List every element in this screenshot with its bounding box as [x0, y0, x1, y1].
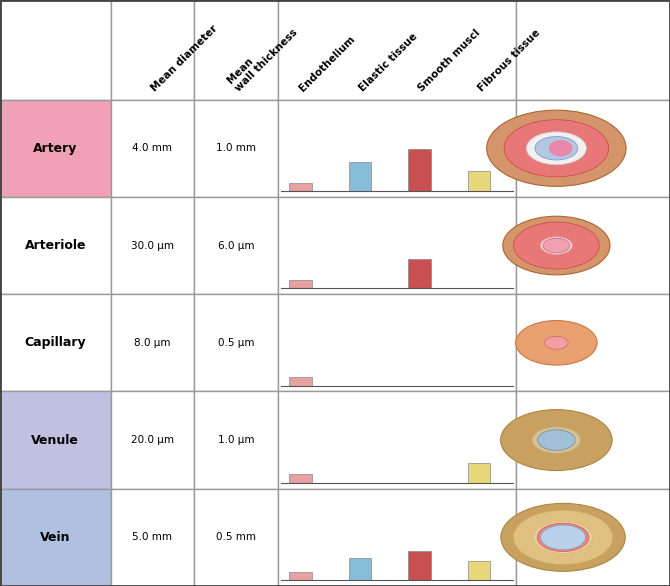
- Ellipse shape: [541, 525, 586, 550]
- Bar: [111, 294, 194, 391]
- Bar: [111, 100, 194, 197]
- Bar: [516, 489, 670, 586]
- Bar: [289, 183, 312, 191]
- Bar: [0, 0, 111, 100]
- Ellipse shape: [501, 503, 625, 571]
- Ellipse shape: [537, 430, 575, 450]
- Bar: [408, 149, 431, 191]
- Ellipse shape: [537, 523, 589, 551]
- Ellipse shape: [540, 237, 572, 254]
- Bar: [516, 294, 670, 391]
- Ellipse shape: [534, 522, 592, 553]
- Bar: [0, 294, 111, 391]
- Text: 4.0 mm: 4.0 mm: [133, 143, 172, 154]
- Bar: [194, 294, 278, 391]
- Bar: [194, 197, 278, 294]
- Text: 1.0 μm: 1.0 μm: [218, 435, 255, 445]
- Bar: [0, 197, 111, 294]
- Text: 30.0 μm: 30.0 μm: [131, 240, 174, 251]
- Bar: [468, 561, 490, 580]
- Bar: [0, 489, 111, 586]
- Text: Fibrous tissue: Fibrous tissue: [476, 28, 542, 94]
- Bar: [278, 391, 516, 489]
- Ellipse shape: [532, 427, 581, 454]
- Text: 5.0 mm: 5.0 mm: [133, 532, 172, 543]
- Bar: [289, 475, 312, 483]
- Text: Venule: Venule: [31, 434, 79, 447]
- Ellipse shape: [516, 321, 597, 365]
- Text: Artery: Artery: [33, 142, 78, 155]
- Text: 6.0 μm: 6.0 μm: [218, 240, 255, 251]
- Text: 0.5 μm: 0.5 μm: [218, 338, 255, 348]
- Bar: [278, 294, 516, 391]
- Bar: [278, 197, 516, 294]
- Bar: [111, 197, 194, 294]
- Bar: [194, 100, 278, 197]
- Text: Endothelium: Endothelium: [297, 34, 357, 94]
- Bar: [194, 489, 278, 586]
- Ellipse shape: [500, 410, 612, 471]
- Bar: [111, 489, 194, 586]
- Text: Elastic tissue: Elastic tissue: [357, 32, 419, 94]
- Text: 8.0 μm: 8.0 μm: [134, 338, 171, 348]
- Bar: [516, 197, 670, 294]
- Bar: [194, 391, 278, 489]
- Text: 1.0 mm: 1.0 mm: [216, 143, 256, 154]
- Ellipse shape: [513, 510, 613, 564]
- Ellipse shape: [535, 137, 578, 160]
- Bar: [349, 162, 371, 191]
- Bar: [468, 464, 490, 483]
- Ellipse shape: [527, 132, 586, 165]
- Text: Mean
wall thickness: Mean wall thickness: [225, 19, 299, 94]
- Bar: [408, 551, 431, 580]
- Ellipse shape: [502, 216, 610, 275]
- Text: 20.0 μm: 20.0 μm: [131, 435, 174, 445]
- Bar: [111, 391, 194, 489]
- Ellipse shape: [549, 140, 572, 156]
- Bar: [111, 0, 194, 100]
- Bar: [289, 280, 312, 288]
- Bar: [278, 100, 516, 197]
- Bar: [516, 100, 670, 197]
- Bar: [194, 0, 278, 100]
- Ellipse shape: [543, 239, 570, 253]
- Bar: [516, 0, 670, 100]
- Ellipse shape: [545, 336, 568, 349]
- Text: Smooth muscl: Smooth muscl: [417, 28, 482, 94]
- Bar: [0, 391, 111, 489]
- Text: Mean diameter: Mean diameter: [149, 23, 220, 94]
- Ellipse shape: [504, 120, 608, 177]
- Bar: [349, 558, 371, 580]
- Bar: [468, 172, 490, 191]
- Text: Arteriole: Arteriole: [25, 239, 86, 252]
- Ellipse shape: [486, 110, 626, 186]
- Bar: [289, 572, 312, 580]
- Bar: [278, 489, 516, 586]
- Bar: [408, 259, 431, 288]
- Text: 0.5 mm: 0.5 mm: [216, 532, 256, 543]
- Ellipse shape: [513, 222, 599, 269]
- Text: Vein: Vein: [40, 531, 70, 544]
- Text: Capillary: Capillary: [25, 336, 86, 349]
- Bar: [289, 377, 312, 386]
- Bar: [278, 0, 516, 100]
- Bar: [516, 391, 670, 489]
- Bar: [0, 100, 111, 197]
